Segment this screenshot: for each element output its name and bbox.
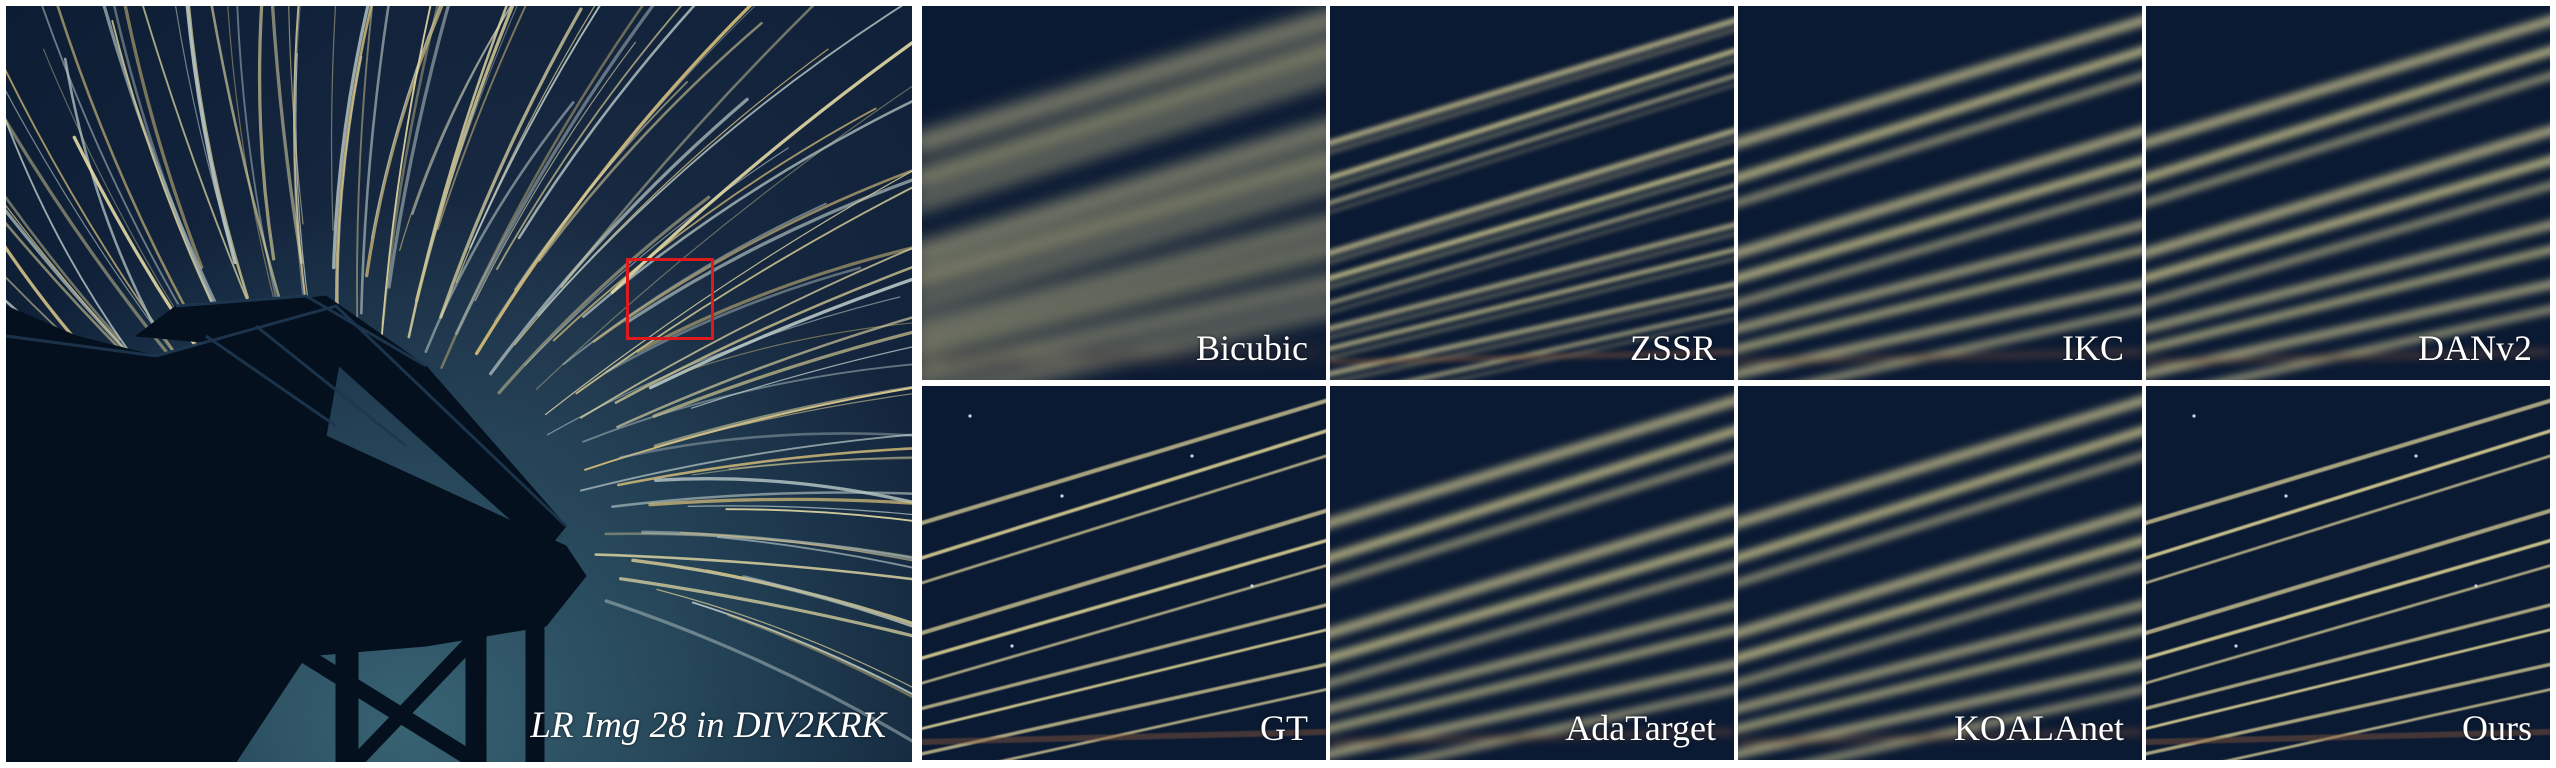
main-image-panel: LR Img 28 in DIV2KRK: [6, 6, 912, 762]
crop-image: [922, 6, 1326, 380]
crop-image: [1330, 386, 1734, 760]
crop-image: [2146, 6, 2550, 380]
crop-image: [1330, 6, 1734, 380]
crop-label: Bicubic: [1196, 328, 1308, 368]
main-image-caption: LR Img 28 in DIV2KRK: [530, 705, 886, 746]
crop-label: AdaTarget: [1565, 708, 1716, 748]
crop-label: GT: [1260, 708, 1308, 748]
crop-panel-zssr: ZSSR: [1330, 6, 1734, 380]
crop-panel-koalanet: KOALAnet: [1738, 386, 2142, 760]
crop-panel-danv2: DANv2: [2146, 6, 2550, 380]
crop-label: KOALAnet: [1954, 708, 2124, 748]
crop-image: [2146, 386, 2550, 760]
crop-label: IKC: [2062, 328, 2124, 368]
crop-label: DANv2: [2418, 328, 2532, 368]
star-trails-photo: [6, 6, 912, 762]
crop-image: [1738, 386, 2142, 760]
crop-panel-adatarget: AdaTarget: [1330, 386, 1734, 760]
crop-image: [922, 386, 1326, 760]
crop-panel-bicubic: Bicubic: [922, 6, 1326, 380]
crop-panel-ours: Ours: [2146, 386, 2550, 760]
crop-label: Ours: [2462, 708, 2532, 748]
zoom-region-box: [626, 258, 714, 340]
crop-label: ZSSR: [1629, 328, 1716, 368]
tower-silhouette: [6, 295, 587, 762]
crop-image: [1738, 6, 2142, 380]
crop-panel-ikc: IKC: [1738, 6, 2142, 380]
crop-panel-gt: GT: [922, 386, 1326, 760]
